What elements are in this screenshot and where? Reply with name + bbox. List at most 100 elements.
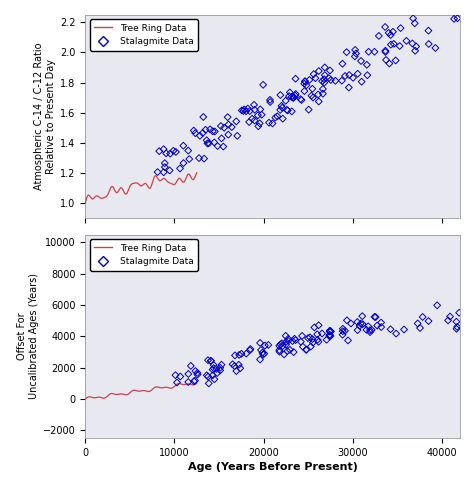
Point xyxy=(266,98,274,106)
Point xyxy=(285,92,293,100)
Point xyxy=(302,346,310,354)
Point xyxy=(389,28,397,36)
Point xyxy=(288,108,296,115)
Point xyxy=(338,60,346,68)
Point xyxy=(455,7,463,15)
Point xyxy=(254,112,262,119)
Point xyxy=(210,138,218,146)
Point xyxy=(225,131,232,138)
Point xyxy=(244,105,252,112)
Point xyxy=(366,328,374,336)
Point xyxy=(193,371,201,378)
Point xyxy=(176,373,184,380)
Point xyxy=(246,346,254,354)
Point xyxy=(251,106,258,113)
Point xyxy=(385,29,392,37)
Point xyxy=(209,128,217,135)
Point xyxy=(269,119,276,127)
Point xyxy=(278,102,285,110)
Point xyxy=(265,119,273,127)
Point xyxy=(326,67,334,75)
Point xyxy=(297,338,305,346)
Point xyxy=(358,312,366,320)
Point xyxy=(397,24,404,32)
Point xyxy=(387,31,394,39)
Point xyxy=(319,90,327,97)
Point xyxy=(286,346,294,354)
Point xyxy=(224,113,231,121)
Point xyxy=(375,32,383,40)
Point xyxy=(310,70,318,78)
Point xyxy=(425,27,432,35)
Point xyxy=(447,313,454,320)
Legend: Tree Ring Data, Stalagmite Data: Tree Ring Data, Stalagmite Data xyxy=(90,239,198,271)
Point xyxy=(209,372,217,379)
Point xyxy=(180,159,187,167)
Point xyxy=(264,341,272,349)
Point xyxy=(242,107,250,115)
Point xyxy=(205,139,213,147)
Point xyxy=(343,317,351,324)
Point xyxy=(278,339,285,347)
Point xyxy=(273,112,281,120)
Point xyxy=(282,341,290,349)
Point xyxy=(160,169,167,176)
Point xyxy=(172,371,179,379)
Point xyxy=(412,42,420,50)
Point xyxy=(284,335,292,343)
Point xyxy=(332,77,339,85)
Point xyxy=(235,361,243,369)
Point xyxy=(299,343,307,351)
Point xyxy=(425,40,433,48)
Point xyxy=(357,320,365,328)
Point xyxy=(213,365,220,373)
Point xyxy=(160,145,167,153)
Point xyxy=(321,71,328,79)
Point xyxy=(357,57,365,65)
Point xyxy=(320,79,328,87)
Point xyxy=(277,340,284,348)
Point xyxy=(309,94,317,101)
Point xyxy=(416,324,424,332)
Legend: Tree Ring Data, Stalagmite Data: Tree Ring Data, Stalagmite Data xyxy=(90,19,198,51)
Point xyxy=(210,361,217,369)
Point xyxy=(396,42,403,50)
Point xyxy=(255,122,262,130)
Point xyxy=(237,364,244,372)
Point xyxy=(365,322,372,330)
Point xyxy=(166,167,173,174)
Point xyxy=(283,347,291,355)
Point xyxy=(326,327,334,335)
Point xyxy=(284,107,292,114)
Point xyxy=(298,332,306,340)
Point xyxy=(341,72,349,80)
Point xyxy=(419,313,427,321)
Point xyxy=(234,132,241,140)
Point xyxy=(326,327,334,335)
Point xyxy=(275,346,283,354)
Point xyxy=(161,159,169,167)
Point xyxy=(382,47,389,55)
Point xyxy=(339,327,346,335)
Point xyxy=(201,155,208,163)
Point xyxy=(345,84,353,92)
Point xyxy=(339,331,346,338)
Point xyxy=(289,337,296,345)
Point xyxy=(363,326,370,334)
Point xyxy=(409,15,417,22)
Point xyxy=(424,2,432,10)
Point xyxy=(385,59,393,67)
Point xyxy=(301,80,308,88)
Point xyxy=(229,360,237,368)
Point xyxy=(210,375,218,383)
Point xyxy=(185,155,193,163)
Point xyxy=(246,107,254,115)
Point xyxy=(444,317,452,324)
Point xyxy=(409,39,416,47)
Point xyxy=(309,339,317,347)
Point xyxy=(368,326,375,334)
Point xyxy=(302,81,310,89)
Point xyxy=(390,40,398,48)
Point xyxy=(315,321,322,329)
Point xyxy=(162,150,170,157)
